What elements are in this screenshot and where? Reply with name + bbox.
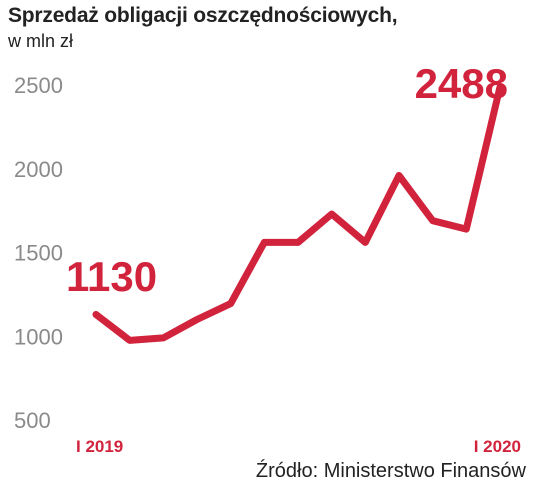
data-label: 2488 xyxy=(415,60,508,107)
y-tick-label: 2500 xyxy=(14,73,63,98)
chart-title: Sprzedaż obligacji oszczędnościowych, xyxy=(8,4,398,27)
chart-subtitle: w mln zł xyxy=(8,31,74,51)
y-tick-label: 500 xyxy=(14,408,51,433)
source-note: Źródło: Ministerstwo Finansów xyxy=(255,460,526,482)
x-tick-label: I 2020 xyxy=(474,437,521,456)
y-tick-label: 1500 xyxy=(14,241,63,266)
y-tick-label: 1000 xyxy=(14,324,63,349)
x-tick-label: I 2019 xyxy=(76,437,123,456)
series-line xyxy=(92,83,504,344)
data-label: 1130 xyxy=(66,253,157,300)
y-tick-label: 2000 xyxy=(14,157,63,182)
